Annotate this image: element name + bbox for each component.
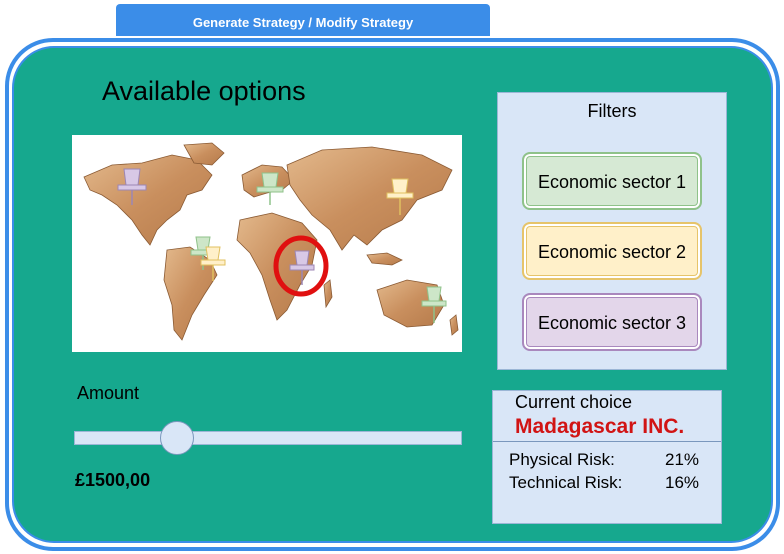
current-choice-panel: Current choice Madagascar INC. Physical …: [492, 390, 722, 524]
amount-value: £1500,00: [75, 470, 151, 490]
selection-circle: [273, 235, 329, 297]
pin-asia[interactable]: [386, 178, 414, 215]
world-map-image: [83, 142, 459, 341]
world-map[interactable]: [72, 135, 462, 352]
technical-risk-label: Technical Risk:: [509, 473, 623, 492]
current-choice-name: Madagascar INC.: [515, 415, 685, 438]
current-choice-label: Current choice: [515, 392, 633, 412]
tab-generate-strategy[interactable]: Generate Strategy / Modify Strategy: [116, 4, 490, 36]
pin-north-america[interactable]: [117, 168, 147, 205]
amount-label: Amount: [77, 383, 140, 403]
filters-title: Filters: [587, 101, 637, 121]
pin-south-america-yellow[interactable]: [200, 246, 226, 281]
page-title: Available options: [102, 76, 306, 106]
divider: [493, 441, 721, 442]
filters-panel: Filters Economic sector 1 Economic secto…: [497, 92, 727, 370]
amount-slider-thumb[interactable]: [160, 421, 194, 455]
pin-africa-selected[interactable]: [289, 250, 315, 285]
pin-australia[interactable]: [421, 286, 447, 323]
pin-europe[interactable]: [256, 172, 284, 205]
filter-economic-sector-1[interactable]: Economic sector 1: [522, 152, 702, 210]
filter-economic-sector-3[interactable]: Economic sector 3: [522, 293, 702, 351]
physical-risk-value: 21%: [665, 450, 700, 469]
technical-risk-value: 16%: [665, 473, 700, 492]
filter-economic-sector-2[interactable]: Economic sector 2: [522, 222, 702, 280]
amount-slider-track[interactable]: [74, 431, 462, 445]
physical-risk-label: Physical Risk:: [509, 450, 615, 469]
